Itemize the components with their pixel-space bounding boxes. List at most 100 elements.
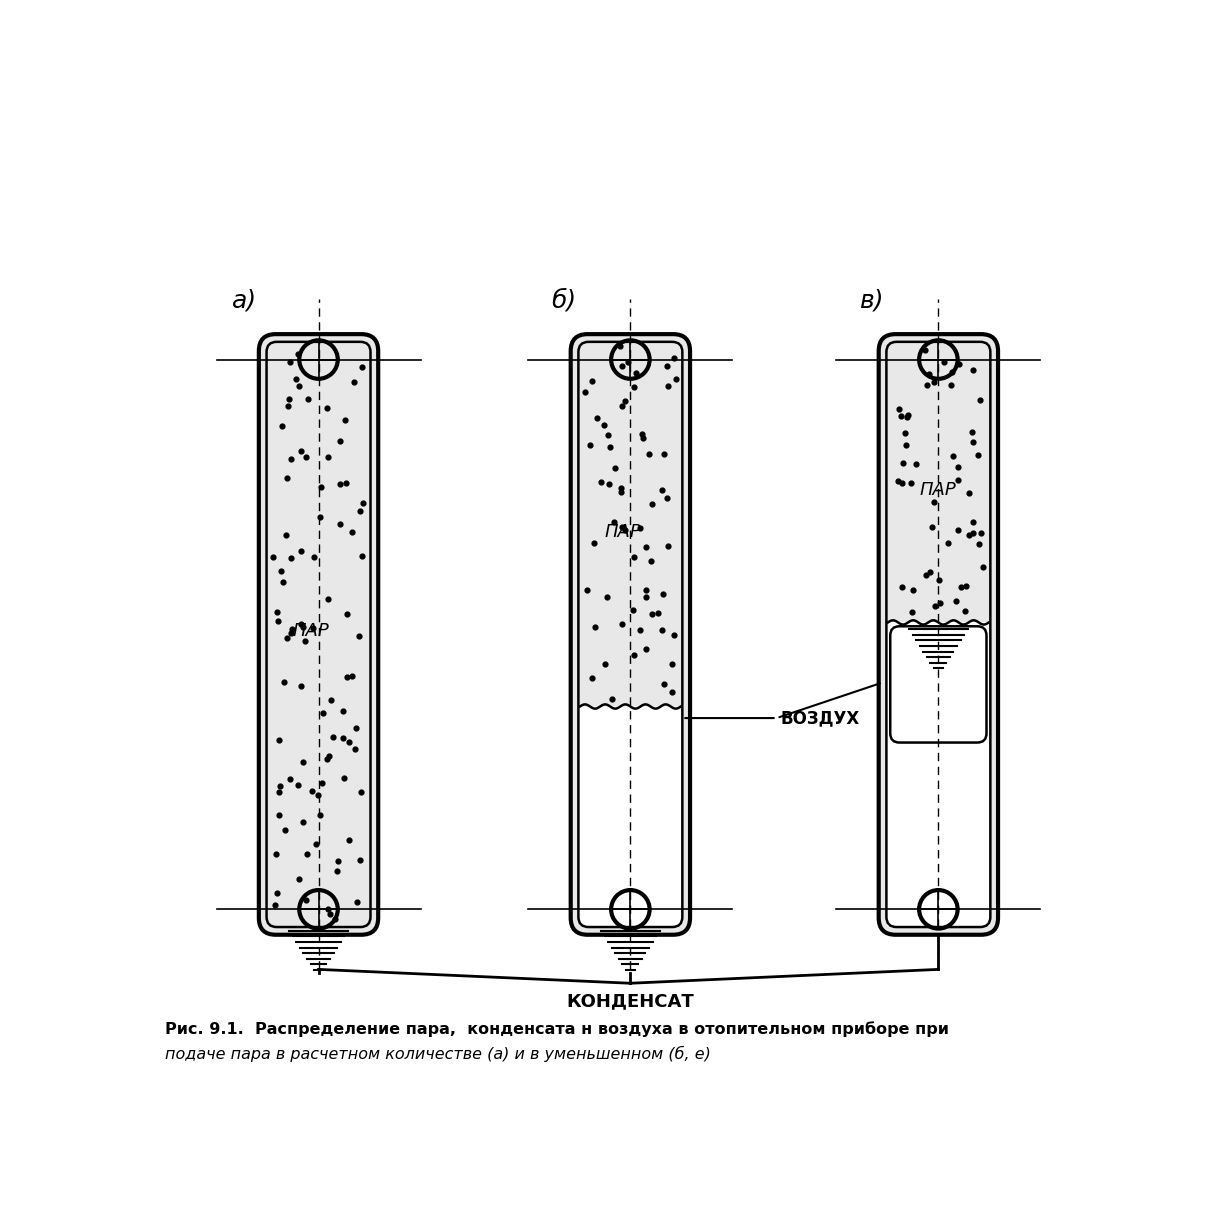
Point: [290, 677, 310, 696]
Point: [295, 890, 315, 909]
Point: [898, 408, 918, 427]
Point: [604, 513, 624, 532]
Point: [277, 468, 296, 487]
Point: [633, 428, 653, 447]
Point: [657, 357, 677, 376]
Point: [276, 526, 295, 545]
Point: [622, 601, 642, 620]
Point: [631, 519, 651, 538]
Point: [969, 534, 989, 554]
Text: Рис. 9.1.  Распределение пара,  конденсата н воздуха в отопительном приборе при: Рис. 9.1. Распределение пара, конденсата…: [165, 1021, 948, 1037]
Point: [625, 377, 645, 397]
Point: [636, 587, 656, 607]
Point: [938, 533, 958, 552]
Point: [293, 813, 312, 832]
Point: [605, 458, 625, 478]
Point: [579, 435, 599, 455]
Point: [613, 397, 632, 416]
Point: [610, 336, 630, 356]
Point: [963, 513, 983, 532]
Point: [280, 624, 300, 643]
Point: [326, 909, 346, 929]
Point: [273, 573, 293, 592]
Point: [279, 769, 299, 789]
Point: [956, 602, 975, 621]
Point: [279, 390, 299, 409]
Point: [903, 602, 922, 621]
Point: [310, 508, 330, 527]
Point: [652, 620, 672, 639]
Point: [292, 541, 311, 561]
Point: [290, 441, 310, 461]
Point: [337, 604, 357, 624]
Point: [349, 626, 369, 645]
Point: [278, 396, 298, 415]
Point: [309, 785, 328, 804]
Point: [962, 422, 982, 441]
Point: [295, 631, 315, 650]
Point: [330, 432, 349, 451]
Point: [658, 376, 678, 396]
Point: [352, 781, 371, 801]
Point: [626, 363, 646, 382]
Point: [636, 537, 656, 556]
Point: [339, 732, 359, 751]
Point: [264, 895, 284, 914]
Point: [652, 480, 672, 499]
Point: [272, 416, 292, 435]
Point: [353, 493, 373, 513]
Point: [664, 625, 684, 644]
Point: [642, 494, 662, 514]
Point: [594, 415, 614, 434]
Point: [304, 619, 323, 638]
Point: [319, 747, 338, 766]
Point: [930, 593, 950, 613]
Point: [658, 537, 678, 556]
Point: [665, 370, 685, 390]
Point: [587, 409, 606, 428]
Point: [899, 405, 919, 425]
Point: [312, 774, 332, 794]
Point: [310, 806, 330, 825]
Point: [597, 587, 616, 607]
Point: [582, 668, 601, 687]
Point: [330, 474, 349, 493]
Point: [963, 433, 983, 452]
Point: [641, 551, 661, 570]
Point: [902, 473, 921, 492]
Point: [333, 728, 353, 748]
Point: [269, 806, 289, 825]
Point: [595, 655, 615, 674]
Point: [333, 768, 353, 788]
Point: [615, 391, 635, 410]
Text: КОНДЕНСАТ: КОНДЕНСАТ: [567, 993, 694, 1011]
Point: [267, 602, 287, 621]
Point: [613, 517, 632, 537]
Point: [347, 892, 367, 912]
Point: [320, 904, 339, 924]
Point: [288, 775, 308, 795]
Point: [664, 349, 684, 368]
Point: [327, 851, 347, 871]
Point: [269, 730, 289, 749]
Point: [346, 719, 365, 738]
FancyBboxPatch shape: [579, 707, 681, 926]
Point: [948, 470, 968, 490]
Point: [293, 617, 312, 637]
Point: [963, 361, 983, 380]
Point: [636, 580, 656, 599]
Point: [632, 425, 652, 444]
Point: [577, 580, 597, 599]
FancyBboxPatch shape: [258, 334, 378, 935]
Point: [636, 639, 656, 658]
Point: [323, 727, 343, 747]
Point: [268, 783, 288, 802]
Point: [611, 479, 631, 498]
Point: [654, 675, 674, 695]
Point: [892, 473, 911, 492]
Point: [925, 373, 945, 392]
Point: [662, 683, 681, 702]
Point: [351, 502, 370, 521]
Point: [317, 898, 337, 918]
Point: [337, 667, 357, 686]
